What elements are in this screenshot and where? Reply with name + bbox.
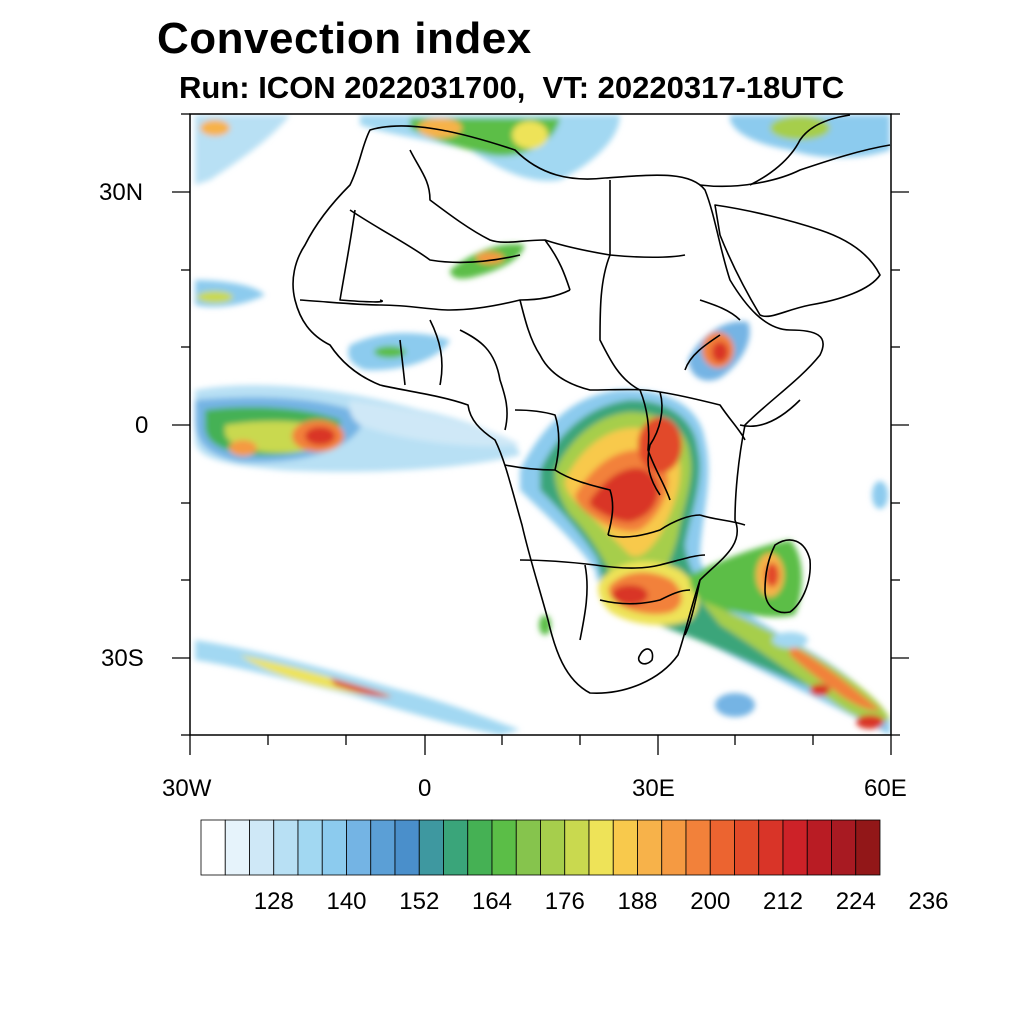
colorbar-swatch xyxy=(273,819,299,876)
colorbar-swatch xyxy=(709,819,735,876)
country-boundaries xyxy=(292,114,891,694)
colorbar-swatch xyxy=(758,819,784,876)
colorbar-label: 176 xyxy=(544,888,585,915)
colorbar-swatch xyxy=(346,819,372,876)
colorbar-swatch xyxy=(806,819,832,876)
colorbar-label: 152 xyxy=(399,888,440,915)
colorbar xyxy=(200,819,881,876)
colorbar-swatch xyxy=(491,819,517,876)
y-tick-label-30s: 30S xyxy=(101,645,144,672)
colorbar-swatch xyxy=(418,819,444,876)
y-tick-label-0: 0 xyxy=(135,412,149,439)
colorbar-label: 224 xyxy=(835,888,876,915)
map-title: Convection index xyxy=(157,14,532,63)
colorbar-swatch xyxy=(370,819,396,876)
colorbar-swatch xyxy=(249,819,275,876)
colorbar-label: 164 xyxy=(471,888,513,915)
colorbar-label: 212 xyxy=(762,888,804,915)
colorbar-swatch xyxy=(540,819,566,876)
colorbar-swatch xyxy=(394,819,420,876)
tick-marks xyxy=(172,113,909,755)
x-tick-label-60e: 60E xyxy=(864,775,907,802)
colorbar-swatch xyxy=(564,819,590,876)
colorbar-swatch xyxy=(855,819,881,876)
colorbar-label: 188 xyxy=(617,888,658,915)
x-tick-label-30w: 30W xyxy=(162,775,212,802)
colorbar-swatch xyxy=(637,819,663,876)
colorbar-label: 128 xyxy=(253,888,294,915)
colorbar-label: 236 xyxy=(908,888,949,915)
convection-field xyxy=(195,115,890,735)
colorbar-label: 140 xyxy=(326,888,367,915)
africa-coastline xyxy=(292,125,824,694)
colorbar-swatch xyxy=(443,819,469,876)
colorbar-swatch xyxy=(321,819,347,876)
colorbar-swatch xyxy=(734,819,760,876)
colorbar-swatch xyxy=(200,819,226,876)
madagascar xyxy=(764,539,811,614)
colorbar-swatch xyxy=(515,819,541,876)
colorbar-label: 200 xyxy=(690,888,731,915)
colorbar-swatch xyxy=(588,819,614,876)
colorbar-swatch xyxy=(297,819,323,876)
map-subtitle: Run: ICON 2022031700, VT: 20220317-18UTC xyxy=(179,70,845,105)
colorbar-swatch xyxy=(782,819,808,876)
colorbar-swatch xyxy=(224,819,250,876)
x-tick-label-0: 0 xyxy=(418,775,432,802)
colorbar-swatch xyxy=(831,819,857,876)
colorbar-swatch xyxy=(661,819,687,876)
colorbar-swatch xyxy=(467,819,493,876)
colorbar-swatch xyxy=(685,819,711,876)
colorbar-swatch xyxy=(612,819,638,876)
arabian-peninsula xyxy=(714,204,881,318)
x-tick-label-30e: 30E xyxy=(632,775,675,802)
y-tick-label-30n: 30N xyxy=(99,179,144,206)
